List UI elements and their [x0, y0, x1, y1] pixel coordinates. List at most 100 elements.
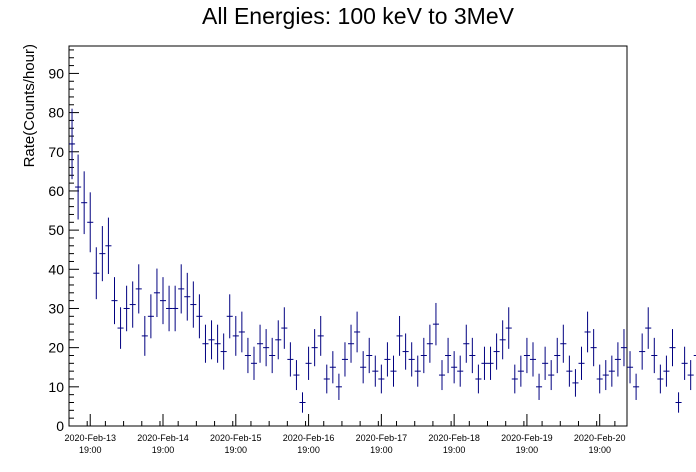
data-point: [75, 154, 82, 220]
data-point: [560, 324, 567, 363]
y-tick-label: 20: [48, 340, 64, 356]
data-point: [657, 364, 664, 394]
data-point: [196, 294, 203, 339]
data-point: [372, 355, 379, 387]
data-point: [481, 346, 488, 380]
data-point: [608, 355, 615, 387]
data-point: [87, 192, 94, 253]
data-point: [438, 360, 446, 391]
data-point: [445, 337, 452, 374]
y-axis-label: Rate(Counts/hour): [21, 44, 38, 167]
data-point: [275, 320, 282, 360]
x-tick-date-label: 2020-Feb-16: [283, 433, 335, 443]
data-point: [99, 226, 106, 282]
data-point: [226, 294, 233, 339]
data-point: [602, 360, 609, 391]
data-point: [402, 333, 409, 370]
data-point: [244, 337, 251, 374]
data-point: [147, 294, 154, 339]
data-point: [202, 324, 209, 363]
data-point: [220, 333, 227, 370]
data-point: [250, 346, 258, 380]
data-point: [232, 315, 239, 356]
data-point: [172, 285, 179, 332]
data-point: [499, 320, 506, 360]
data-point: [451, 351, 458, 384]
data-point: [69, 108, 76, 180]
data-point: [572, 369, 579, 397]
y-tick-label: 0: [56, 418, 64, 434]
data-point: [463, 324, 470, 363]
x-tick-date-label: 2020-Feb-19: [501, 433, 553, 443]
data-points: [69, 108, 696, 413]
data-point: [208, 320, 215, 360]
y-tick-label: 90: [48, 65, 64, 81]
data-point: [287, 342, 294, 377]
data-point: [596, 364, 603, 394]
x-tick-time-label: 19:00: [370, 445, 393, 455]
data-point: [93, 247, 100, 300]
data-point: [420, 337, 427, 374]
data-point: [317, 315, 324, 356]
y-tick-label: 10: [48, 379, 64, 395]
data-point: [408, 342, 415, 377]
data-point: [426, 324, 433, 363]
data-point: [323, 364, 330, 394]
data-point: [135, 264, 142, 314]
data-point: [238, 311, 245, 353]
data-point: [693, 354, 696, 356]
y-tick-label: 30: [48, 300, 64, 316]
data-point: [263, 329, 270, 367]
y-tick-label: 50: [48, 222, 64, 238]
data-point: [384, 342, 391, 377]
x-tick-time-label: 19:00: [297, 445, 320, 455]
data-point: [566, 355, 573, 387]
data-point: [627, 351, 634, 384]
data-point: [633, 373, 640, 400]
data-point: [475, 364, 482, 394]
data-point: [348, 324, 355, 363]
x-axis: 2020-Feb-13 19:00 2020-Feb-14 19:00 2020-Feb…: [64, 414, 625, 455]
data-point: [639, 333, 646, 370]
data-point: [111, 277, 118, 325]
data-point: [620, 329, 627, 367]
data-point: [457, 355, 464, 387]
x-tick-time-label: 19:00: [443, 445, 466, 455]
data-point: [505, 307, 512, 349]
data-point: [517, 355, 524, 387]
data-point: [493, 333, 500, 370]
data-point: [396, 315, 403, 356]
x-tick-time-label: 19:00: [225, 445, 248, 455]
data-point: [536, 373, 543, 400]
data-point: [681, 346, 688, 380]
x-tick-date-label: 2020-Feb-20: [574, 433, 626, 443]
x-tick-time-label: 19:00: [516, 445, 539, 455]
data-point: [390, 355, 397, 387]
data-point: [153, 268, 160, 318]
data-point: [269, 337, 276, 374]
data-point: [669, 329, 676, 367]
x-tick-date-label: 2020-Feb-15: [210, 433, 262, 443]
data-point: [360, 351, 367, 384]
data-point: [281, 307, 288, 349]
data-point: [141, 315, 148, 356]
data-point: [299, 392, 306, 413]
data-point: [469, 337, 476, 374]
data-point: [663, 355, 670, 387]
data-point: [523, 337, 530, 374]
data-point: [651, 337, 658, 374]
x-tick-time-label: 19:00: [152, 445, 175, 455]
y-tick-label: 40: [48, 261, 64, 277]
data-point: [123, 285, 130, 332]
data-point: [329, 351, 336, 384]
data-point: [675, 392, 682, 413]
data-point: [178, 264, 185, 314]
data-point: [129, 281, 136, 328]
data-point: [687, 360, 694, 391]
y-axis: 0 10 20 30 40 50 60 70 80 90: [48, 49, 79, 434]
data-point: [378, 364, 385, 394]
data-point: [305, 346, 312, 380]
data-point: [214, 324, 221, 363]
